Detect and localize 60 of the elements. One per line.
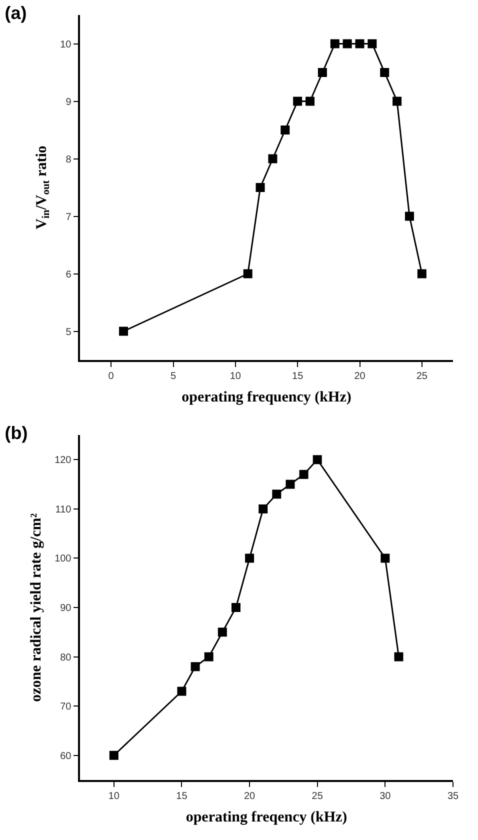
point bbox=[355, 39, 364, 48]
x-tick-label: 20 bbox=[354, 370, 366, 382]
point bbox=[231, 603, 240, 612]
point bbox=[190, 662, 200, 672]
point bbox=[243, 269, 252, 278]
point bbox=[280, 126, 290, 134]
y-tick-label: 6 bbox=[66, 269, 72, 280]
point bbox=[368, 39, 377, 48]
y-tick-label: 9 bbox=[66, 96, 72, 108]
point bbox=[299, 470, 308, 479]
point bbox=[394, 652, 404, 662]
x-tick-label: 35 bbox=[447, 790, 459, 802]
x-tick-label: 15 bbox=[292, 370, 304, 382]
x-axis-title: operating frequency (kHz) bbox=[182, 389, 352, 406]
point bbox=[258, 504, 268, 514]
y-tick-label: 120 bbox=[54, 455, 72, 466]
point bbox=[272, 490, 282, 499]
point bbox=[417, 269, 426, 278]
x-tick-label: 10 bbox=[108, 790, 120, 802]
point bbox=[293, 96, 302, 106]
point bbox=[204, 652, 214, 662]
point bbox=[330, 39, 340, 48]
x-tick-label: 0 bbox=[108, 370, 114, 382]
y-tick-label: 90 bbox=[60, 603, 72, 614]
point bbox=[342, 39, 352, 48]
y-tick-label: 110 bbox=[55, 504, 72, 516]
y-tick-label: 10 bbox=[60, 39, 72, 50]
point bbox=[392, 96, 402, 106]
x-axis-title: operating freqency (kHz) bbox=[186, 809, 348, 826]
x-tick-label: 30 bbox=[380, 790, 392, 802]
x-tick-label: 20 bbox=[244, 790, 256, 802]
point bbox=[318, 68, 327, 77]
point bbox=[268, 154, 278, 164]
x-tick-label: 5 bbox=[170, 370, 176, 382]
point bbox=[380, 68, 390, 77]
point bbox=[119, 326, 128, 336]
chart-title: (a) bbox=[4, 2, 27, 23]
y-tick-label: 70 bbox=[60, 702, 72, 713]
point bbox=[256, 183, 265, 192]
point bbox=[218, 628, 227, 637]
y-tick-label: 80 bbox=[60, 652, 72, 664]
x-tick-label: 10 bbox=[230, 370, 242, 382]
chart-title: (b) bbox=[4, 422, 28, 443]
y-tick-label: 100 bbox=[54, 554, 72, 565]
y-tick-label: 5 bbox=[66, 326, 72, 338]
point bbox=[404, 212, 414, 221]
y-tick-label: 60 bbox=[60, 750, 72, 762]
point bbox=[177, 686, 186, 696]
y-axis-title: ozone radical yield rate g/cm² bbox=[28, 512, 44, 702]
y-tick-label: 8 bbox=[66, 154, 72, 166]
point bbox=[245, 554, 254, 563]
x-tick-label: 25 bbox=[312, 790, 324, 802]
x-tick-label: 15 bbox=[176, 790, 188, 802]
x-tick-label: 25 bbox=[416, 370, 428, 382]
point bbox=[306, 96, 315, 106]
point bbox=[286, 480, 295, 489]
point bbox=[312, 455, 322, 464]
point bbox=[380, 554, 390, 563]
point bbox=[109, 750, 118, 760]
y-tick-label: 7 bbox=[66, 212, 72, 223]
